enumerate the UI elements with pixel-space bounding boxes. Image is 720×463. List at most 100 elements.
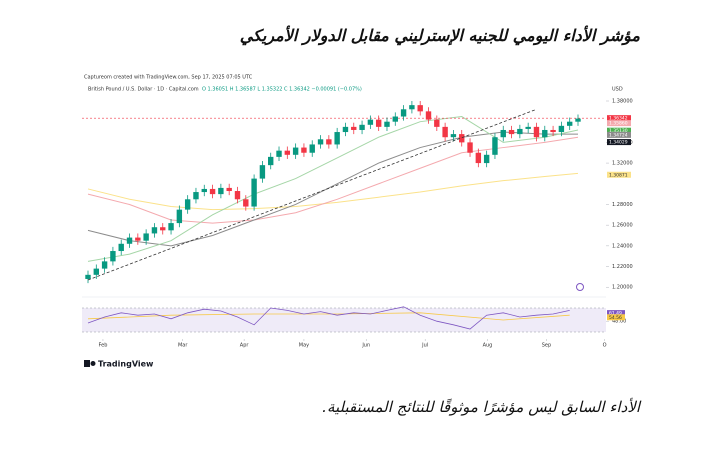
- title: مؤشر الأداء اليومي للجنيه الإسترليني مقا…: [239, 26, 640, 45]
- candle-body: [243, 199, 249, 207]
- candle-body: [508, 129, 515, 135]
- price-badge-label: 1.35130: [609, 128, 628, 134]
- candle-body: [160, 227, 166, 231]
- rsi-badge-label: 54.56: [609, 315, 622, 321]
- candle-body: [575, 118, 581, 122]
- candle-body: [259, 165, 266, 179]
- candle-body: [450, 134, 457, 138]
- price-badge: [607, 120, 631, 127]
- icon: [576, 283, 584, 291]
- candle-body: [309, 144, 315, 153]
- price-badge: [607, 139, 631, 146]
- y-tick-label: 1.32000: [612, 161, 633, 167]
- candle-body: [143, 233, 149, 241]
- x-tick-label: Mar: [178, 343, 188, 349]
- candle-body: [334, 132, 340, 145]
- x-tick-label: Sep: [542, 343, 551, 349]
- rsi-band: [82, 308, 606, 332]
- header: Captureom created with TradingView.com, …: [84, 75, 253, 81]
- x-tick-label: Jun: [361, 343, 370, 349]
- candle-body: [533, 126, 540, 138]
- candle-body: [176, 209, 183, 224]
- candle-body: [126, 237, 133, 244]
- y-tick-label: 1.26000: [612, 223, 633, 229]
- footer: الأداء السابق ليس مؤشرًا موثوقًا للنتائج…: [322, 398, 640, 416]
- brand: TradingView: [98, 360, 154, 369]
- x-tick-label: Feb: [99, 343, 108, 349]
- candle-body: [284, 150, 291, 155]
- candle-body: [492, 137, 498, 155]
- candle-body: [400, 109, 407, 117]
- rsi-badge: [607, 310, 625, 317]
- y-tick-label: 1.20000: [612, 285, 633, 291]
- candle-body: [566, 121, 573, 126]
- candle-body: [234, 191, 241, 200]
- rsi-tick-label: 48.00: [612, 319, 626, 325]
- y-tick-label: 1.28000: [612, 202, 633, 208]
- candle-body: [151, 227, 158, 234]
- brand-logo: TradingView: [84, 360, 154, 369]
- y-tick-label: 1.38000: [612, 99, 633, 105]
- candle-body: [425, 111, 432, 120]
- candle-body: [110, 251, 116, 262]
- x-tick-label: O: [603, 343, 607, 349]
- candle-body: [442, 126, 448, 138]
- candle-body: [268, 156, 274, 166]
- candle-body: [409, 105, 415, 110]
- candle-body: [392, 116, 398, 122]
- rsi-badge-label: 61.49: [609, 311, 622, 317]
- candle-body: [118, 243, 124, 252]
- candle-body: [93, 268, 100, 275]
- moving-average: [87, 116, 579, 262]
- candle-body: [475, 152, 482, 164]
- candle-body: [558, 125, 565, 133]
- candle-body: [218, 187, 224, 195]
- candle-body: [317, 139, 324, 145]
- price-badge-label: 1.34724: [609, 132, 628, 138]
- x-tick-label: Apr: [240, 343, 250, 349]
- candle-body: [326, 139, 332, 145]
- candle-body: [550, 129, 556, 133]
- moving-average: [87, 172, 579, 211]
- rsi-line: [87, 306, 570, 330]
- price-badge-label: 1.34029: [609, 140, 628, 146]
- candle-body: [193, 192, 199, 200]
- candle-body: [367, 119, 374, 125]
- candle-body: [101, 261, 108, 269]
- price-badge: [607, 127, 631, 134]
- candle-body: [184, 199, 191, 210]
- price-badge-label: 1.36342: [609, 116, 628, 122]
- candle-body: [467, 142, 473, 153]
- candle-body: [483, 154, 490, 164]
- currency: USD: [612, 87, 623, 93]
- price-badge: [607, 115, 631, 122]
- candle-body: [359, 124, 365, 130]
- candle-body: [500, 129, 506, 138]
- candle-body: [85, 274, 91, 279]
- candle-body: [292, 147, 299, 155]
- price-badge: [607, 171, 631, 178]
- candle-body: [168, 223, 174, 231]
- candle-body: [135, 237, 141, 241]
- price-badge-label: 1.35860: [609, 121, 628, 127]
- candle-body: [251, 178, 257, 207]
- candle-body: [301, 147, 307, 153]
- price-badge-label: 1.30871: [609, 172, 628, 178]
- candle-body: [209, 188, 216, 195]
- candle-body: [525, 126, 531, 129]
- y-tick-label: 1.22000: [612, 264, 633, 270]
- candle-body: [342, 126, 349, 133]
- candle-body: [417, 105, 423, 112]
- symbol: British Pound / U.S. Dollar · 1D · Capit…: [88, 87, 199, 93]
- candle-body: [201, 188, 207, 193]
- candle-body: [384, 121, 390, 127]
- x-tick-label: Aug: [483, 343, 493, 349]
- x-tick-label: May: [299, 343, 309, 349]
- candle-body: [517, 128, 523, 135]
- candle-body: [226, 187, 232, 192]
- candle-body: [276, 150, 282, 157]
- rsi-badge: [607, 314, 625, 321]
- candle-body: [351, 126, 357, 130]
